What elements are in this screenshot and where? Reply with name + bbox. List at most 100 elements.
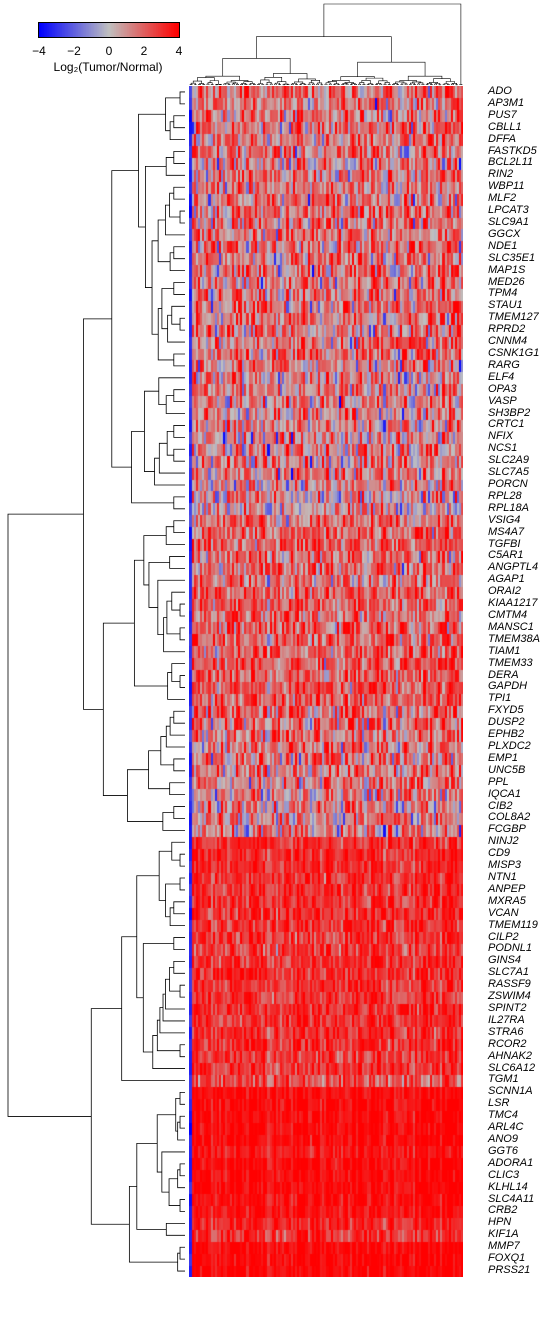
column-dendrogram-branch — [257, 84, 260, 85]
row-dendrogram-branch — [177, 1121, 185, 1141]
column-dendrogram-branch — [241, 82, 247, 85]
gene-label: IL27RA — [488, 1013, 525, 1026]
row-dendrogram-branch — [173, 115, 185, 129]
gene-label: FXYD5 — [488, 704, 524, 717]
row-dendrogram-branch — [83, 318, 112, 710]
gene-label: NDE1 — [488, 239, 518, 252]
column-dendrogram-branch — [260, 79, 270, 84]
row-dendrogram — [7, 91, 185, 1272]
gene-label: PRSS21 — [488, 1264, 531, 1277]
column-dendrogram-branch — [244, 83, 248, 85]
row-dendrogram-branch — [152, 1035, 185, 1069]
column-dendrogram-branch — [206, 83, 210, 85]
row-dendrogram-branch — [173, 758, 185, 772]
column-dendrogram-branch — [232, 82, 238, 85]
gene-label: AHNAK2 — [488, 1049, 533, 1062]
column-dendrogram-branch — [358, 83, 362, 85]
column-dendrogram-branch — [291, 83, 297, 85]
column-dendrogram-branch — [378, 80, 388, 84]
row-dendrogram-branch — [179, 627, 185, 641]
column-dendrogram-branch — [273, 73, 308, 79]
gene-label: CILP2 — [488, 930, 519, 943]
column-dendrogram-branch — [443, 83, 449, 85]
column-dendrogram-branch — [275, 82, 280, 85]
column-dendrogram-branch — [316, 83, 319, 85]
gene-label: SCNN1A — [488, 1085, 533, 1098]
column-dendrogram-branch — [407, 75, 443, 81]
row-dendrogram-branch — [173, 520, 185, 534]
gene-label: RPRD2 — [488, 323, 526, 336]
gene-label: AGAP1 — [488, 573, 525, 586]
row-dendrogram-branch — [162, 812, 185, 831]
row-dendrogram-branch — [179, 675, 185, 688]
gene-label: ANGPTL4 — [488, 561, 539, 574]
gene-label: FOXQ1 — [488, 1252, 526, 1265]
colorbar-gradient — [38, 22, 180, 38]
column-dendrogram-branch — [395, 81, 405, 84]
row-dendrogram-branch — [179, 1044, 185, 1058]
gene-label: DERA — [488, 668, 519, 681]
gene-label: UNC5B — [488, 763, 526, 776]
row-dendrogram-branch — [165, 883, 181, 918]
column-dendrogram-branch — [264, 77, 283, 82]
gene-label: NCS1 — [488, 442, 518, 455]
row-dendrogram-branch — [179, 984, 185, 998]
column-dendrogram-branch — [357, 61, 426, 77]
gene-label: GINS4 — [488, 954, 522, 967]
column-dendrogram-branch — [359, 82, 365, 85]
row-dendrogram-branch — [151, 240, 159, 335]
row-dendrogram-branch — [171, 305, 185, 325]
column-dendrogram — [189, 3, 463, 86]
column-dendrogram-branch — [308, 82, 314, 85]
gene-label: RPL28 — [488, 489, 522, 502]
gene-label: MMP7 — [488, 1240, 520, 1253]
row-dendrogram-branch — [127, 769, 163, 822]
gene-label: KLHL14 — [488, 1180, 528, 1193]
colorbar-tick: −4 — [32, 44, 46, 58]
column-dendrogram-branch — [236, 83, 239, 85]
row-dendrogram-branch — [179, 91, 185, 105]
gene-label: AP3M1 — [488, 96, 525, 109]
gene-label: GGCX — [488, 227, 521, 240]
row-dendrogram-branch — [157, 219, 171, 263]
column-dendrogram-branch — [452, 83, 457, 85]
gene-label: NFIX — [488, 430, 514, 443]
row-dendrogram-branch — [169, 556, 185, 569]
column-dendrogram-branch — [433, 78, 451, 83]
row-dendrogram-branch — [136, 875, 160, 999]
row-dendrogram-branch — [157, 579, 185, 636]
column-dendrogram-branch — [312, 83, 315, 85]
row-dendrogram-branch — [165, 97, 181, 132]
column-dendrogram-branch — [328, 83, 332, 85]
gene-label: ADO — [488, 84, 512, 97]
gene-label: WBP11 — [488, 180, 525, 193]
column-dendrogram-branch — [256, 36, 392, 63]
gene-label: CNNM4 — [488, 335, 528, 348]
column-dendrogram-branch — [240, 84, 244, 85]
gene-label: FCGBP — [488, 823, 526, 836]
row-dendrogram-branch — [169, 782, 185, 796]
row-dendrogram-branch — [169, 192, 181, 218]
row-dendrogram-branch — [161, 1151, 185, 1193]
gene-label: MLF2 — [488, 192, 517, 205]
row-dendrogram-branch — [158, 442, 185, 474]
gene-label: TPM4 — [488, 287, 518, 300]
column-dendrogram-branch — [445, 81, 455, 84]
row-dendrogram-branch — [133, 559, 168, 687]
gene-label: VCAN — [488, 906, 519, 919]
gene-label: RIN2 — [488, 168, 514, 181]
gene-label: ANPEP — [488, 882, 526, 895]
row-dendrogram-branch — [173, 353, 185, 367]
row-dendrogram-branch — [177, 1169, 185, 1189]
column-dendrogram-branch — [231, 83, 235, 85]
gene-label: PODNL1 — [488, 942, 533, 955]
column-dendrogram-branch — [192, 80, 202, 84]
column-dendrogram-branch — [290, 83, 294, 85]
row-dendrogram-branch — [179, 1163, 185, 1177]
gene-label: MISP3 — [488, 859, 522, 872]
column-dendrogram-branch — [334, 83, 339, 85]
row-dendrogram-branch — [162, 993, 185, 1022]
gene-label: RASSF9 — [488, 978, 531, 991]
column-dendrogram-branch — [323, 3, 462, 85]
